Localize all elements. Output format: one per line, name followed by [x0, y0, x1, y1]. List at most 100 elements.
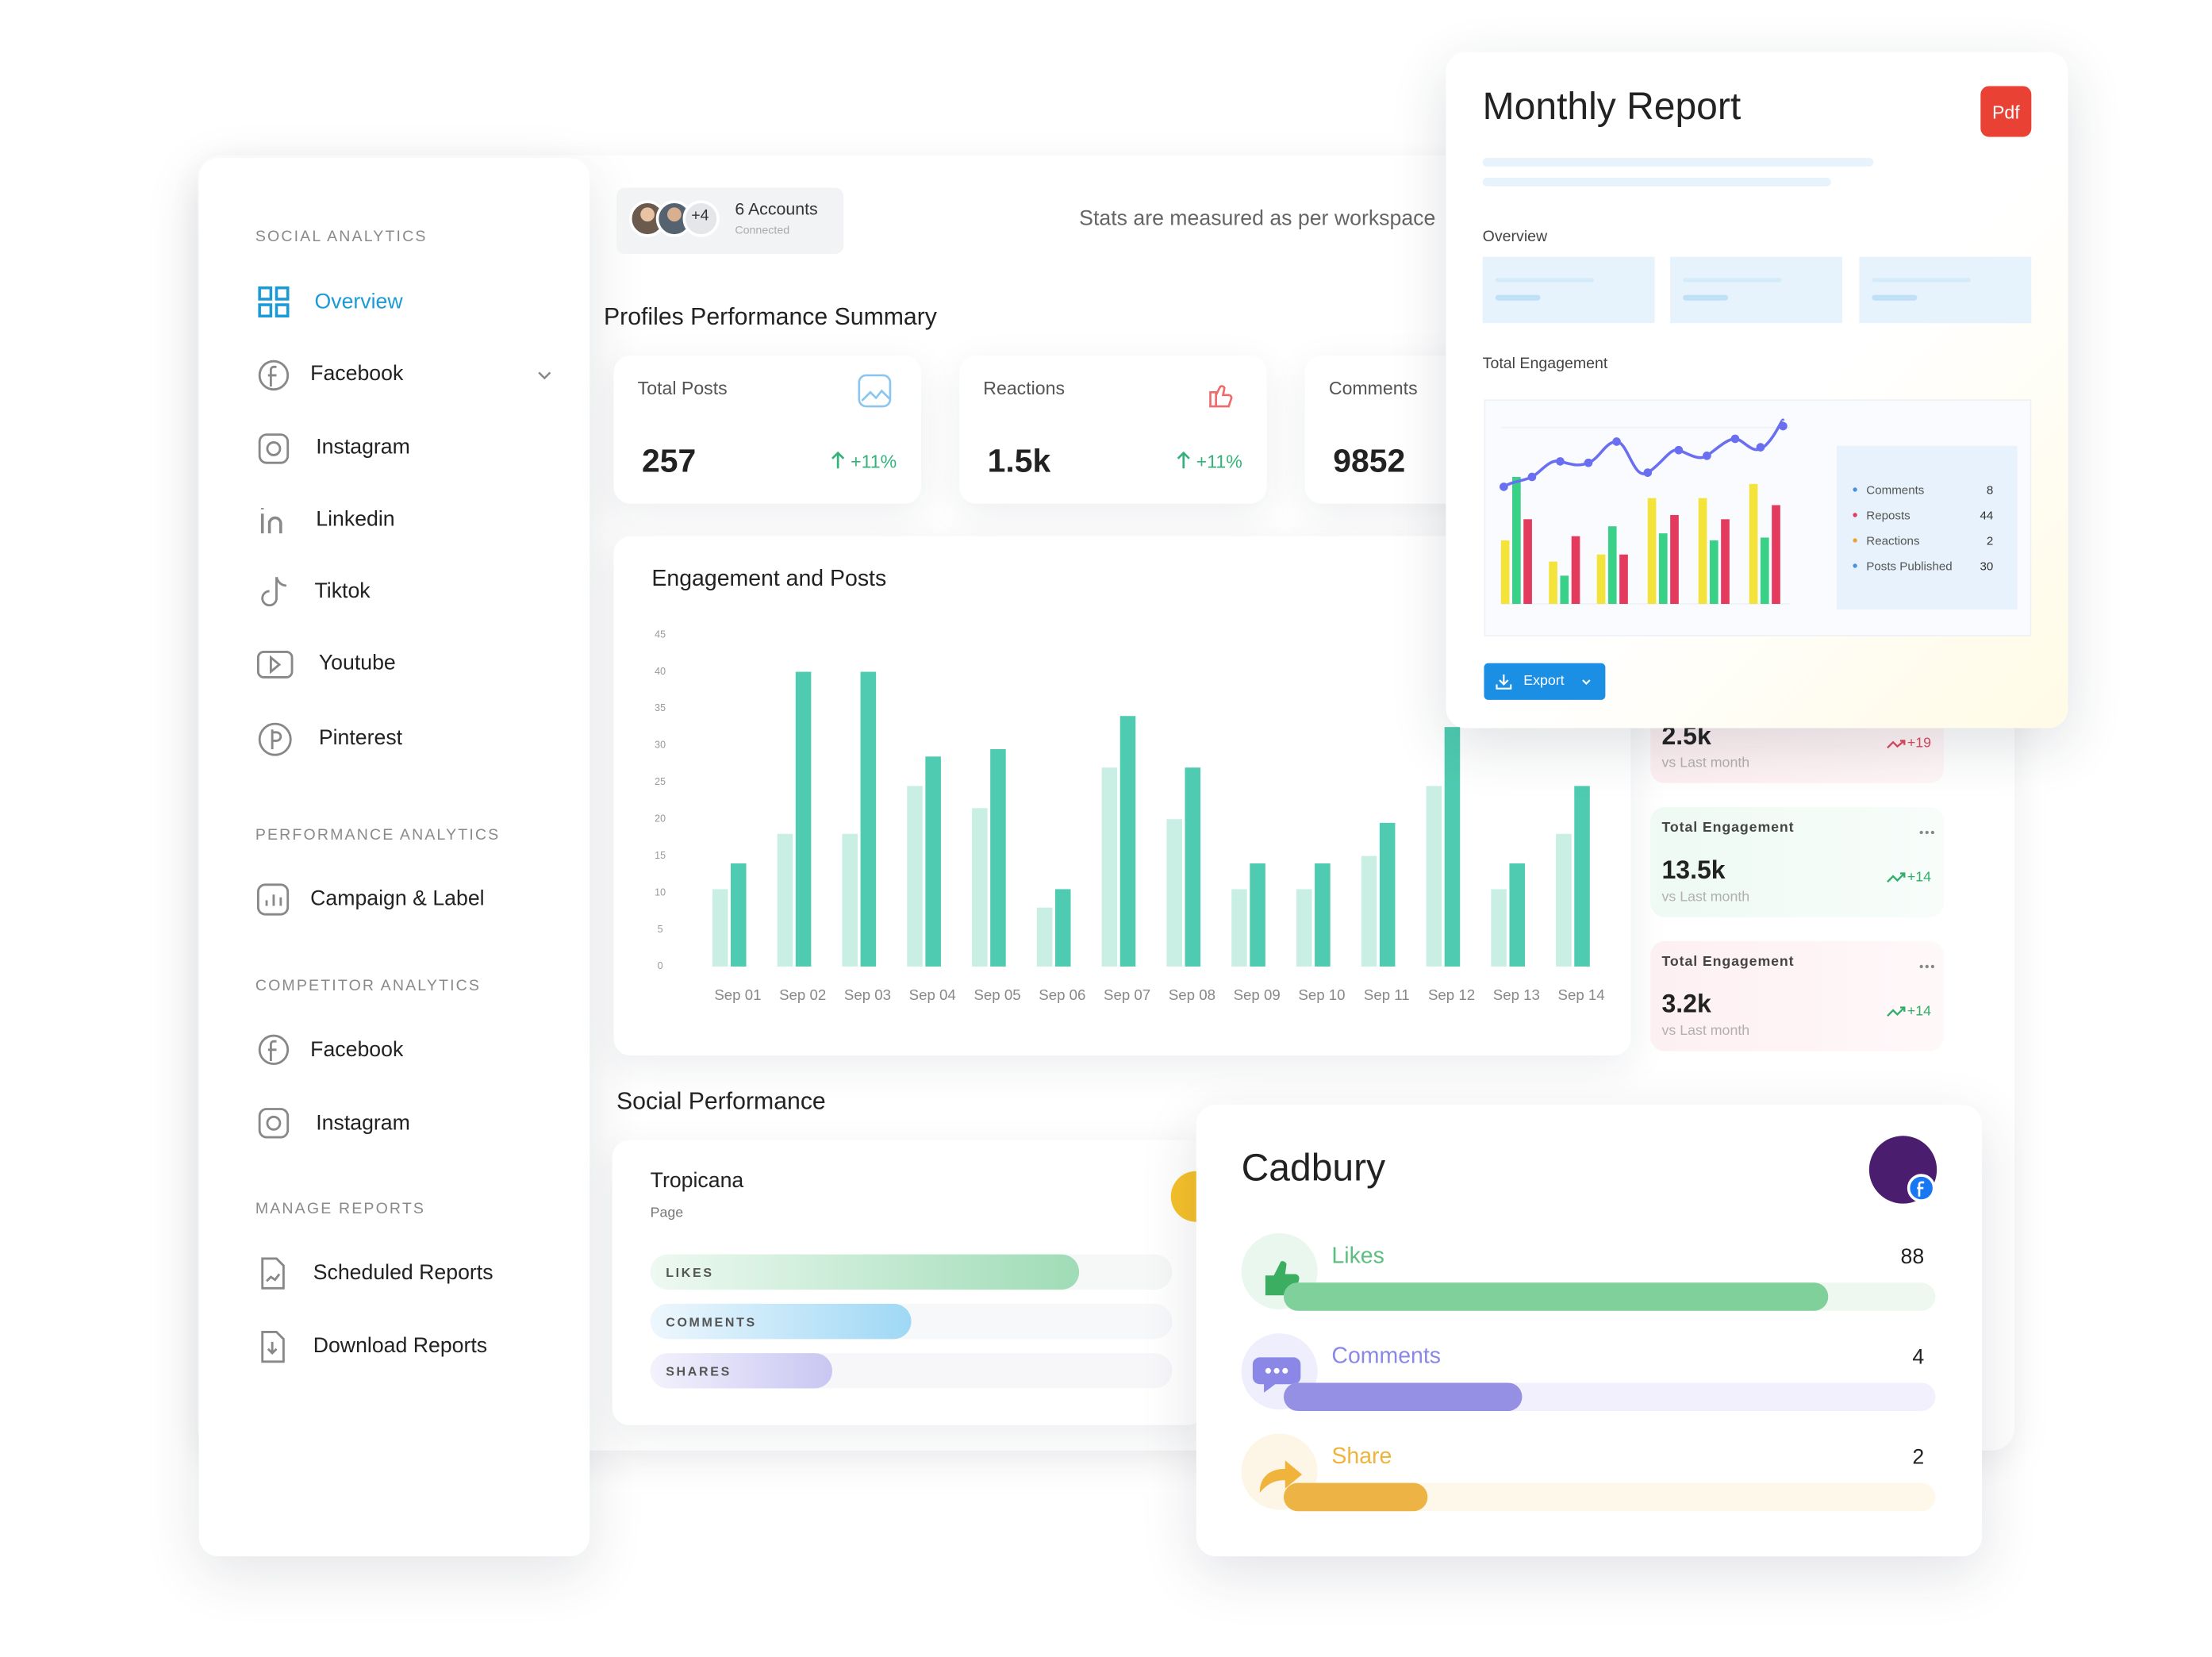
brand-metric-icons [1241, 1232, 1318, 1510]
shape [258, 303, 273, 318]
metric-bar [650, 1353, 833, 1389]
metric-label: LIKES [666, 1265, 714, 1280]
nav-item[interactable]: Linkedin [316, 507, 395, 532]
y-tick-label: 10 [655, 886, 666, 898]
y-tick-label: 25 [655, 776, 666, 787]
stat-value: 9852 [1333, 442, 1406, 479]
shape [1853, 563, 1857, 568]
shape [1582, 679, 1591, 685]
nav-item[interactable]: Overview [314, 290, 403, 314]
shape [1500, 482, 1508, 491]
x-tick-label: Sep 04 [909, 986, 956, 1003]
shape [261, 1331, 285, 1363]
shape [258, 286, 290, 318]
shape [1500, 540, 1510, 604]
x-tick-label: Sep 14 [1558, 986, 1605, 1003]
page-kind: Page [650, 1205, 684, 1221]
shape [256, 883, 290, 916]
shape [1698, 498, 1707, 604]
shape [266, 1115, 282, 1131]
shape [831, 451, 845, 469]
section-title: MANAGE REPORTS [255, 1201, 426, 1218]
nav-item[interactable]: Facebook [310, 362, 404, 386]
side-stat-note: vs Last month [1661, 890, 1750, 905]
nav-item[interactable]: Pinterest [318, 725, 403, 751]
nav-item[interactable]: Instagram [316, 435, 410, 459]
shape [1853, 513, 1857, 517]
brand-name: Cadbury [1241, 1146, 1386, 1189]
nav-item[interactable]: Youtube [318, 651, 396, 675]
shape [1647, 498, 1657, 604]
bar [1166, 819, 1182, 967]
shape [1721, 519, 1730, 604]
shape [1482, 256, 1655, 324]
shape [267, 1341, 278, 1355]
shape [1619, 554, 1628, 604]
brand-metric-value: 4 [1912, 1345, 1925, 1370]
shape [258, 722, 292, 756]
shape [1177, 451, 1190, 469]
chart: 0 5 10 15 20 25 30 35 40 45 Sep 01 Sep 02 Sep 03 Sep … [655, 629, 1605, 1003]
stat-card [613, 356, 922, 504]
shape [267, 1040, 277, 1062]
y-tick-label: 20 [655, 813, 666, 825]
shape [1760, 537, 1769, 604]
nav-item[interactable]: Scheduled Reports [313, 1260, 493, 1285]
shape [266, 440, 282, 456]
bar [1054, 889, 1071, 967]
shape [1919, 830, 1923, 835]
shape [1749, 483, 1758, 604]
shape [1500, 476, 1780, 604]
legend-label: Comments [1866, 482, 1925, 497]
bar [1379, 822, 1396, 967]
legend-label: Reposts [1866, 508, 1911, 522]
shape [1853, 538, 1857, 543]
pdf-badge[interactable]: Pdf [1980, 86, 2032, 137]
shape [261, 576, 287, 607]
accounts-count: 6 Accounts [735, 198, 818, 219]
shape [275, 303, 290, 318]
y-tick-label: 30 [655, 740, 666, 751]
bar [1185, 767, 1201, 967]
shape [258, 1034, 290, 1066]
export-label[interactable]: Export [1523, 673, 1565, 690]
shape [1925, 964, 1929, 969]
shape [1887, 1006, 1906, 1017]
bar [1491, 889, 1507, 967]
section-title: SOCIAL ANALYTICS [255, 229, 428, 246]
side-stat-label: Total Engagement [1661, 954, 1795, 971]
shape [1495, 278, 1595, 283]
side-stat-value: 13.5k [1661, 855, 1726, 884]
nav-item[interactable]: Tiktok [314, 579, 371, 604]
nav-item[interactable]: Facebook [310, 1037, 404, 1062]
bar [860, 671, 877, 967]
shape [1556, 457, 1565, 466]
brand-metric-label: Likes [1331, 1244, 1384, 1269]
metric-bar [650, 1254, 1080, 1290]
shape [1674, 445, 1684, 455]
bar [1444, 727, 1461, 967]
nav-item[interactable]: Campaign & Label [310, 886, 485, 911]
shape [1930, 964, 1934, 969]
y-tick-label: 45 [655, 629, 666, 640]
bar [795, 671, 812, 967]
side-stat-change: +19 [1907, 736, 1932, 752]
shape [1512, 476, 1521, 604]
nav-item[interactable]: Instagram [316, 1111, 410, 1136]
nav-item[interactable]: Download Reports [313, 1334, 488, 1359]
bar [907, 786, 923, 967]
shape [1772, 505, 1780, 604]
shape [1917, 1181, 1925, 1197]
mini-chart [1484, 399, 2032, 636]
shape [1584, 458, 1593, 467]
shape [271, 729, 282, 750]
bar [1231, 889, 1247, 967]
x-tick-label: Sep 12 [1428, 986, 1475, 1003]
chart-title: Engagement and Posts [651, 567, 887, 591]
brand-bar [1283, 1482, 1428, 1512]
x-tick-label: Sep 06 [1039, 986, 1085, 1003]
side-stat-icons [1887, 740, 1934, 1017]
x-tick-label: Sep 13 [1493, 986, 1540, 1003]
shape [258, 1108, 290, 1139]
